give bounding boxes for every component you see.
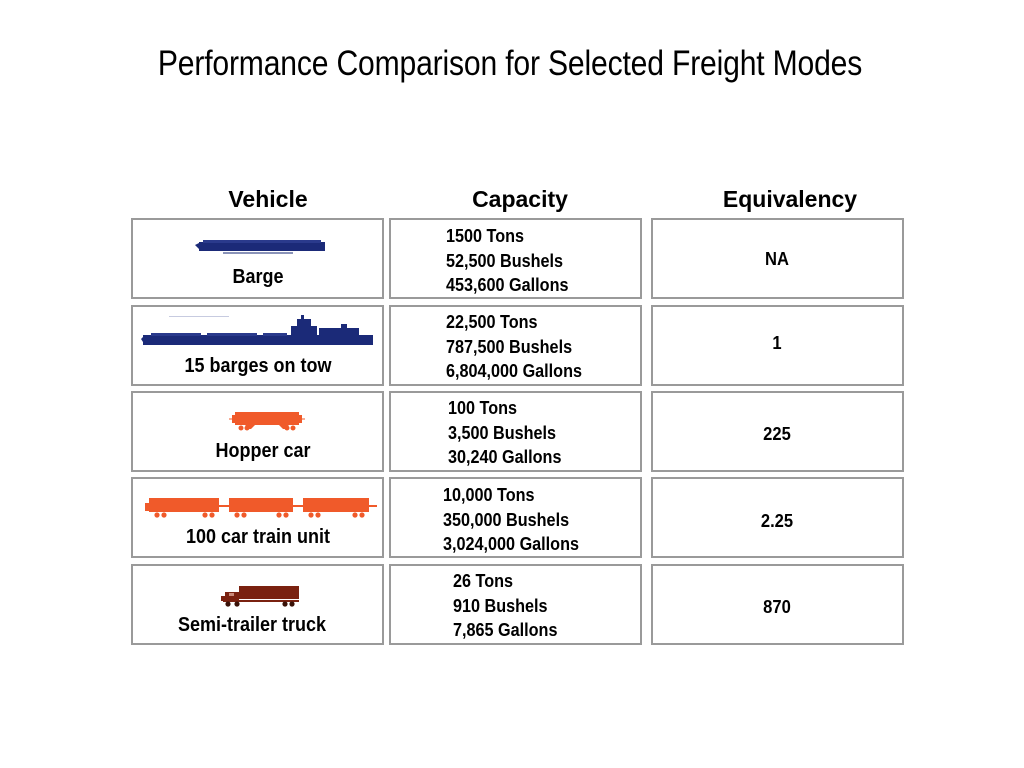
capacity-gallons: 7,865 Gallons (453, 620, 558, 640)
capacity-cell-semi-truck: 26 Tons 910 Bushels 7,865 Gallons (389, 564, 642, 645)
equivalency-cell-barge: NA (651, 218, 904, 299)
page-title: Performance Comparison for Selected Frei… (157, 44, 863, 83)
vehicle-cell-barge: Barge (131, 218, 384, 299)
equivalency-cell-barge-tow: 1 (651, 305, 904, 386)
barge-tow-icon (141, 315, 373, 345)
vehicle-cell-barge-tow: 15 barges on tow (131, 305, 384, 386)
vehicle-label: Semi-trailer truck (177, 614, 327, 636)
capacity-gallons: 30,240 Gallons (448, 447, 562, 467)
equivalency-value: 225 (763, 424, 791, 444)
hopper-car-icon (229, 412, 305, 431)
capacity-gallons: 3,024,000 Gallons (443, 534, 579, 554)
equivalency-cell-semi-truck: 870 (651, 564, 904, 645)
capacity-tons: 1500 Tons (446, 226, 525, 246)
vehicle-cell-semi-truck: Semi-trailer truck (131, 564, 384, 645)
capacity-tons: 22,500 Tons (446, 312, 538, 332)
capacity-bushels: 350,000 Bushels (443, 509, 570, 530)
capacity-tons: 100 Tons (448, 398, 518, 418)
vehicle-column-header: Vehicle (228, 186, 308, 212)
capacity-cell-barge: 1500 Tons 52,500 Bushels 453,600 Gallons (389, 218, 642, 299)
equivalency-value: 2.25 (760, 511, 794, 531)
barge-icon (195, 240, 325, 254)
vehicle-cell-hopper-car: Hopper car (131, 391, 384, 472)
semi-truck-icon (221, 586, 299, 607)
vehicle-label: Hopper car (215, 440, 311, 462)
train-unit-icon (145, 498, 377, 518)
capacity-tons: 26 Tons (453, 571, 514, 591)
vehicle-label: 100 car train unit (185, 526, 331, 548)
capacity-bushels: 3,500 Bushels (448, 422, 557, 443)
capacity-cell-hopper-car: 100 Tons 3,500 Bushels 30,240 Gallons (389, 391, 642, 472)
equivalency-cell-train-unit: 2.25 (651, 477, 904, 558)
capacity-gallons: 6,804,000 Gallons (446, 361, 582, 381)
capacity-bushels: 52,500 Bushels (446, 250, 564, 271)
equivalency-column-header: Equivalency (722, 186, 858, 212)
equivalency-value: NA (765, 249, 789, 269)
capacity-bushels: 910 Bushels (453, 595, 548, 616)
capacity-gallons: 453,600 Gallons (446, 275, 569, 295)
capacity-tons: 10,000 Tons (443, 485, 535, 505)
equivalency-value: 870 (763, 597, 791, 617)
vehicle-cell-train-unit: 100 car train unit (131, 477, 384, 558)
capacity-bushels: 787,500 Bushels (446, 336, 573, 357)
vehicle-label: 15 barges on tow (184, 355, 332, 377)
capacity-column-header: Capacity (472, 186, 568, 212)
equivalency-value: 1 (772, 333, 782, 353)
capacity-cell-train-unit: 10,000 Tons 350,000 Bushels 3,024,000 Ga… (389, 477, 642, 558)
capacity-cell-barge-tow: 22,500 Tons 787,500 Bushels 6,804,000 Ga… (389, 305, 642, 386)
equivalency-cell-hopper-car: 225 (651, 391, 904, 472)
vehicle-label: Barge (232, 266, 284, 288)
